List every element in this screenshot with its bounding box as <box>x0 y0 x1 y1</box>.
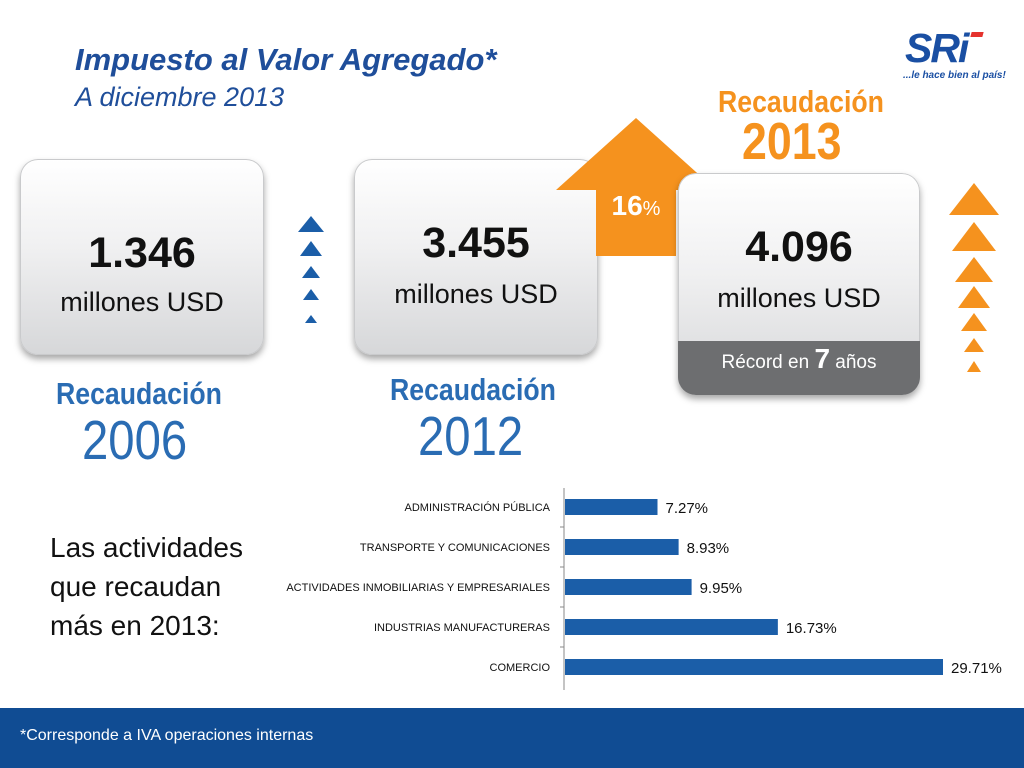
triangle-icon <box>952 222 996 251</box>
card-2012-unit: millones USD <box>394 279 558 309</box>
record-number: 7 <box>814 343 831 374</box>
growth-arrows-blue <box>298 216 324 323</box>
card-2006: 1.346 millones USD <box>20 159 264 355</box>
triangle-icon <box>298 216 324 232</box>
triangle-icon <box>302 266 320 278</box>
record-suffix: años <box>835 352 877 373</box>
bar-category-label: ACTIVIDADES INMOBILIARIAS Y EMPRESARIALE… <box>286 582 550 594</box>
logo-text: SRi <box>905 25 969 71</box>
card-2013-value: 4.096 <box>745 223 853 271</box>
triangle-icon <box>305 315 317 323</box>
bar-value-label: 29.71% <box>951 660 1002 677</box>
activities-caption: Las actividades que recaudan más en 2013… <box>50 532 244 641</box>
triangle-icon <box>955 257 993 282</box>
label-2012-year: 2012 <box>418 405 524 467</box>
growth-arrow-orange <box>556 118 716 256</box>
sri-logo: SRi ...le hace bien al país! <box>903 25 1006 86</box>
triangle-icon <box>300 241 322 256</box>
logo-tagline: ...le hace bien al país! <box>903 70 1006 81</box>
bar <box>565 539 679 555</box>
page-subtitle: A diciembre 2013 <box>75 82 285 112</box>
triangle-icon <box>964 338 984 352</box>
bar <box>565 659 943 675</box>
footer-bar <box>0 708 1024 768</box>
label-2012-word: Recaudación <box>390 372 556 407</box>
growth-unit: % <box>642 198 661 220</box>
bar-value-label: 8.93% <box>687 540 730 557</box>
activities-bar-chart: ADMINISTRACIÓN PÚBLICA 7.27% TRANSPORTE Y … <box>286 488 1002 690</box>
bar-value-label: 7.27% <box>665 500 708 517</box>
bar-category-label: COMERCIO <box>490 662 551 674</box>
growth-arrows-orange <box>949 183 999 372</box>
bar <box>565 499 658 515</box>
card-2006-value: 1.346 <box>88 229 196 277</box>
bar <box>565 619 778 635</box>
bar <box>565 579 692 595</box>
label-2006-year: 2006 <box>82 409 188 471</box>
bar-category-label: ADMINISTRACIÓN PÚBLICA <box>405 501 551 514</box>
page-title: Impuesto al Valor Agregado* <box>75 42 497 77</box>
card-2006-unit: millones USD <box>60 287 224 317</box>
triangle-icon <box>967 361 981 372</box>
triangle-icon <box>949 183 999 215</box>
bar-category-label: INDUSTRIAS MANUFACTURERAS <box>374 622 550 634</box>
triangle-icon <box>303 289 319 300</box>
card-2012-value: 3.455 <box>422 219 530 267</box>
triangle-icon <box>961 313 987 331</box>
label-2006-word: Recaudación <box>56 376 222 411</box>
record-prefix: Récord en <box>721 352 810 373</box>
card-2013-unit: millones USD <box>717 283 881 313</box>
triangle-icon <box>958 286 990 308</box>
record-text: Récord en 7 años <box>678 343 920 375</box>
card-2012: 3.455 millones USD <box>354 159 598 355</box>
bar-category-label: TRANSPORTE Y COMUNICACIONES <box>360 542 550 554</box>
growth-value: 16 <box>611 190 643 221</box>
card-2013: 4.096 millones USD Récord en 7 años <box>678 173 920 395</box>
footnote: *Corresponde a IVA operaciones internas <box>20 727 314 744</box>
bar-value-label: 9.95% <box>700 580 743 597</box>
record-band <box>678 341 920 395</box>
growth-percentage: 16% <box>596 190 676 222</box>
bar-value-label: 16.73% <box>786 620 837 637</box>
label-2013-year: 2013 <box>742 113 842 171</box>
logo-accent <box>970 32 984 37</box>
label-2013-word: Recaudación <box>718 84 884 119</box>
